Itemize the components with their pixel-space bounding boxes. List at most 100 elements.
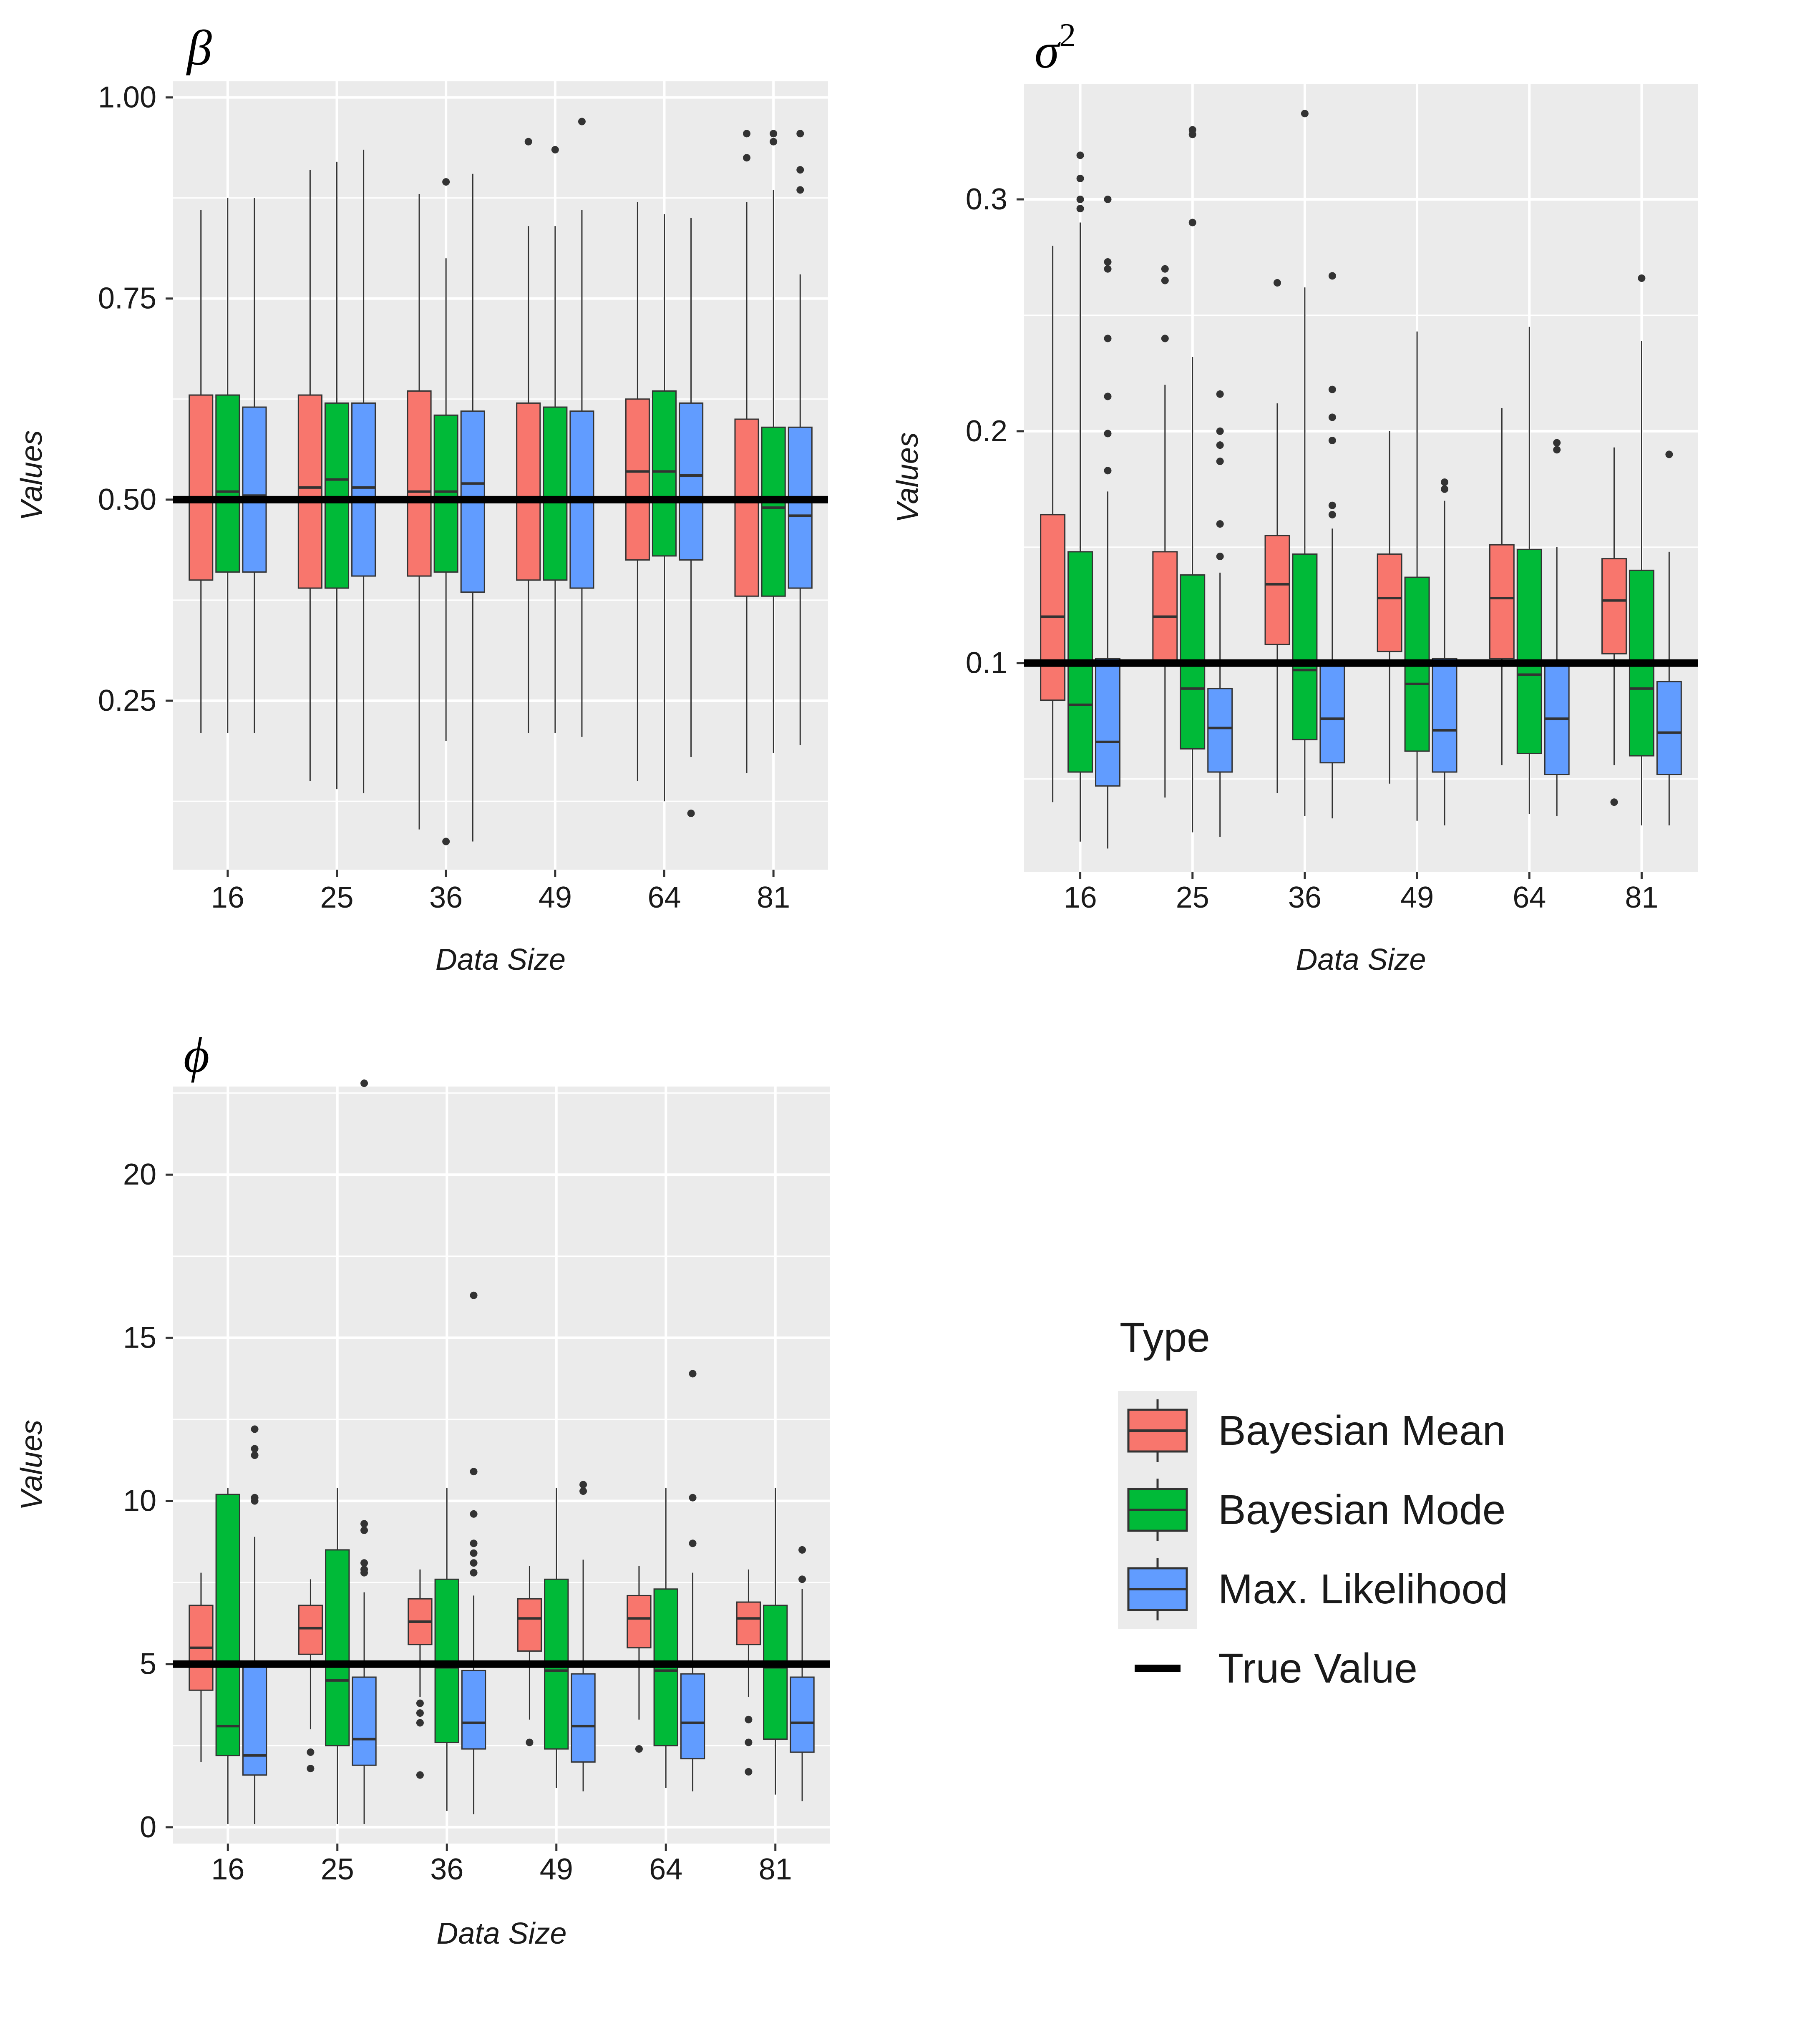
box-body xyxy=(1152,551,1178,664)
outlier-point xyxy=(1104,467,1112,475)
x-tick-label: 64 xyxy=(649,1853,682,1886)
box-body xyxy=(736,1601,761,1645)
outlier-point xyxy=(1553,439,1561,447)
y-tick-label: 0.1 xyxy=(966,646,1007,680)
x-tick-label: 36 xyxy=(430,1853,463,1886)
outlier-point xyxy=(470,1510,478,1518)
box-bayesian-mean64 xyxy=(1489,408,1515,765)
y-tick-label: 5 xyxy=(140,1648,156,1681)
outlier-point xyxy=(1441,485,1449,493)
box-bayesian-mean16 xyxy=(189,210,214,733)
box-body xyxy=(298,1605,323,1655)
outlier-point xyxy=(1188,219,1196,226)
legend: Type Bayesian Mean Bayesian Mode Max. Like… xyxy=(1118,1314,1508,1708)
legend-key-glyph xyxy=(1127,1399,1188,1462)
box-bayesian-mode16 xyxy=(215,1488,240,1824)
box-body xyxy=(790,1676,815,1753)
y-axis-title: Values xyxy=(15,1420,48,1510)
box-bayesian-mean16 xyxy=(189,1572,214,1762)
box-body xyxy=(652,390,677,557)
outlier-point xyxy=(416,1709,424,1717)
outlier-point xyxy=(524,138,532,146)
box-max-likelihood49 xyxy=(1432,478,1458,825)
box-max-likelihood25 xyxy=(1207,390,1233,837)
x-tick-label: 16 xyxy=(211,881,244,914)
outlier-point xyxy=(470,1539,478,1547)
box-max-likelihood16 xyxy=(242,1425,267,1824)
outlier-point xyxy=(1610,798,1618,806)
legend-key-glyph xyxy=(1127,1479,1188,1541)
outlier-point xyxy=(743,154,751,162)
box-bayesian-mode36 xyxy=(1292,110,1318,816)
outlier-point xyxy=(1076,174,1084,182)
legend-item-bayesian-mean: Bayesian Mean xyxy=(1118,1391,1508,1470)
outlier-point xyxy=(1328,272,1336,280)
box-body xyxy=(625,398,650,561)
outlier-point xyxy=(1216,553,1224,560)
chart-beta-svg: 0.25 0.50 0.75 1.00 16 25 36 49 64 81 Data Size Val… xyxy=(15,81,828,976)
x-tick-label: 49 xyxy=(540,1853,573,1886)
outlier-point xyxy=(1161,335,1169,342)
outlier-point xyxy=(1104,430,1112,438)
chart-sigma2: 0.1 0.2 0.3 16 25 36 49 64 81 Data Size Values xyxy=(855,0,1739,1022)
box-body xyxy=(1516,548,1542,754)
box-body xyxy=(1292,553,1318,740)
box-body xyxy=(571,1673,596,1763)
chart-phi-svg: 0 5 10 15 20 16 25 36 49 64 81 Data Size Values xyxy=(15,1079,830,1950)
outlier-point xyxy=(1104,392,1112,400)
y-tick-label: 20 xyxy=(123,1158,156,1191)
outlier-point xyxy=(1216,458,1224,465)
outlier-point xyxy=(1216,520,1224,528)
box-body xyxy=(1432,658,1458,773)
outlier-point xyxy=(360,1520,368,1528)
outlier-point xyxy=(743,130,751,138)
legend-item-true-value: True Value xyxy=(1118,1629,1508,1708)
outlier-point xyxy=(1328,501,1336,509)
panel-title-sigma2-text: σ xyxy=(1035,23,1060,78)
outlier-point xyxy=(689,1370,697,1378)
outlier-point xyxy=(1076,195,1084,203)
box-max-likelihood25 xyxy=(352,1079,377,1824)
box-bayesian-mode81 xyxy=(761,130,786,753)
outlier-point xyxy=(579,1487,587,1495)
outlier-point xyxy=(796,130,804,138)
outlier-point xyxy=(1216,427,1224,435)
outlier-point xyxy=(1076,151,1084,159)
box-max-likelihood49 xyxy=(571,1481,596,1791)
x-axis-title: Data Size xyxy=(1296,943,1426,976)
box-bayesian-mode64 xyxy=(652,214,677,802)
box-body xyxy=(324,402,350,589)
x-tick-label: 81 xyxy=(757,881,790,914)
box-body xyxy=(1489,544,1515,659)
outlier-point xyxy=(360,1526,368,1534)
x-tick-label: 16 xyxy=(211,1853,244,1886)
box-bayesian-mean64 xyxy=(625,202,650,781)
panel-title-phi-text: ϕ xyxy=(184,1027,210,1083)
box-max-likelihood81 xyxy=(788,130,813,745)
box-bayesian-mode16 xyxy=(215,198,240,733)
panel-title-sigma2: σ2 xyxy=(1035,19,1076,78)
outlier-point xyxy=(470,1569,478,1577)
x-tick-label: 81 xyxy=(1625,881,1658,914)
outlier-point xyxy=(1328,385,1336,393)
box-max-likelihood36 xyxy=(1319,272,1345,819)
outlier-point xyxy=(360,1559,368,1567)
plot-background xyxy=(173,1087,830,1844)
outlier-point xyxy=(1161,265,1169,273)
box-max-likelihood64 xyxy=(1544,439,1570,816)
y-tick-label: 0.50 xyxy=(98,483,156,516)
outlier-point xyxy=(1301,110,1309,118)
outlier-point xyxy=(551,146,559,153)
legend-label: Bayesian Mode xyxy=(1218,1486,1506,1533)
box-body xyxy=(189,394,214,581)
outlier-point xyxy=(1076,205,1084,213)
outlier-point xyxy=(251,1445,259,1453)
outlier-point xyxy=(251,1425,259,1433)
x-tick-label: 25 xyxy=(321,1853,354,1886)
box-body xyxy=(352,1676,377,1766)
box-body xyxy=(1207,688,1233,773)
outlier-point xyxy=(1328,413,1336,421)
outlier-point xyxy=(1216,441,1224,449)
outlier-point xyxy=(416,1699,424,1707)
x-axis-title: Data Size xyxy=(436,1917,566,1950)
